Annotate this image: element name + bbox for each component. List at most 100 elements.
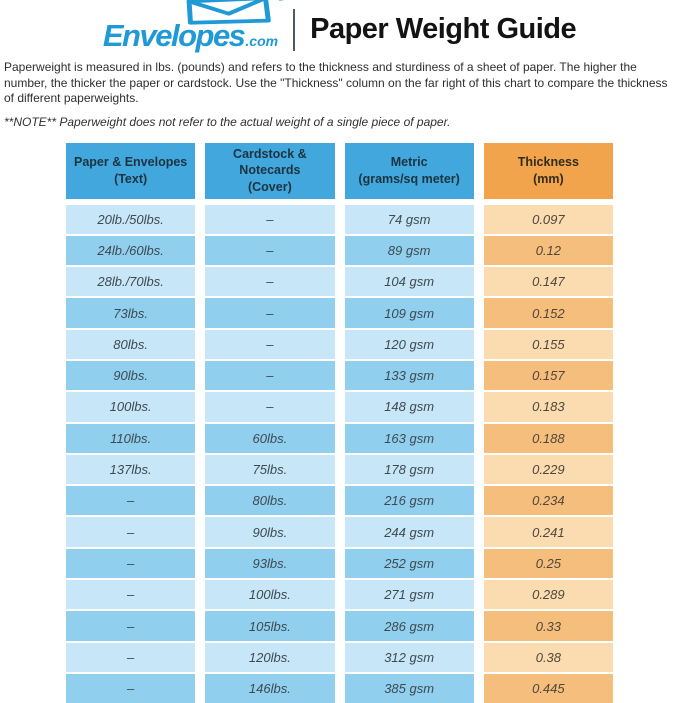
table-cell: 0.33: [484, 611, 613, 640]
table-cell: 104 gsm: [345, 267, 474, 296]
table-row: –90lbs. 244 gsm 0.241: [66, 517, 613, 546]
table-cell: 80lbs.: [205, 486, 334, 515]
table-cell: 0.097: [484, 205, 613, 234]
table-cell: 216 gsm: [345, 486, 474, 515]
paper-weight-table: Paper & Envelopes(Text)Cardstock & Notec…: [66, 143, 613, 703]
table-cell: 244 gsm: [345, 517, 474, 546]
table-cell: 0.445: [484, 674, 613, 703]
table-row: 24lb./60lbs.–89 gsm 0.12: [66, 236, 613, 265]
table-cell: 100lbs.: [205, 580, 334, 609]
table-cell: 28lb./70lbs.: [66, 267, 195, 296]
column-header-sublabel: (Cover): [248, 179, 292, 196]
table-row: –93lbs. 252 gsm 0.25: [66, 549, 613, 578]
table-cell: 0.234: [484, 486, 613, 515]
envelope-icon: [182, 0, 274, 26]
table-cell: –: [205, 392, 334, 421]
table-cell: –: [205, 267, 334, 296]
table-row: –146lbs. 385 gsm 0.445: [66, 674, 613, 703]
intro-paragraph: Paperweight is measured in lbs. (pounds)…: [4, 60, 676, 107]
table-cell: 74 gsm: [345, 205, 474, 234]
table-cell: 178 gsm: [345, 455, 474, 484]
table-row: 110lbs. 60lbs. 163 gsm 0.188: [66, 424, 613, 453]
table-row: –100lbs. 271 gsm 0.289: [66, 580, 613, 609]
table-cell: 0.241: [484, 517, 613, 546]
table-cell: –: [66, 611, 195, 640]
column-header-label: Thickness: [518, 154, 579, 171]
table-cell: –: [205, 361, 334, 390]
table-cell: 312 gsm: [345, 643, 474, 672]
column-header-sublabel: (mm): [533, 171, 564, 188]
table-cell: 146lbs.: [205, 674, 334, 703]
table-row: 73lbs.–109 gsm 0.152: [66, 298, 613, 327]
table-cell: 100lbs.: [66, 392, 195, 421]
column-header-label: Metric: [391, 154, 428, 171]
table-cell: 163 gsm: [345, 424, 474, 453]
table-cell: 286 gsm: [345, 611, 474, 640]
column-header-2: Cardstock & Notecards(Cover): [205, 143, 334, 199]
table-cell: 89 gsm: [345, 236, 474, 265]
column-header-label: Cardstock & Notecards: [205, 146, 334, 179]
column-header-1: Paper & Envelopes(Text): [66, 143, 195, 199]
table-cell: –: [205, 205, 334, 234]
table-row: 90lbs.–133 gsm 0.157: [66, 361, 613, 390]
table-cell: 73lbs.: [66, 298, 195, 327]
table-row: 100lbs.–148 gsm 0.183: [66, 392, 613, 421]
column-header-sublabel: (Text): [114, 171, 147, 188]
table-cell: 60lbs.: [205, 424, 334, 453]
table-cell: 0.289: [484, 580, 613, 609]
column-header-3: Metric(grams/sq meter): [345, 143, 474, 199]
table-cell: 90lbs.: [66, 361, 195, 390]
table-row: –105lbs. 286 gsm 0.33: [66, 611, 613, 640]
table-cell: 120lbs.: [205, 643, 334, 672]
table-cell: 271 gsm: [345, 580, 474, 609]
table-cell: 0.183: [484, 392, 613, 421]
table-cell: 110lbs.: [66, 424, 195, 453]
table-cell: –: [66, 486, 195, 515]
page-header: ® Envelopes.com Paper Weight Guide: [0, 0, 679, 52]
table-cell: 90lbs.: [205, 517, 334, 546]
envelopes-logo: ® Envelopes.com: [103, 5, 278, 54]
table-cell: 24lb./60lbs.: [66, 236, 195, 265]
table-row: –120lbs. 312 gsm 0.38: [66, 643, 613, 672]
table-cell: –: [205, 298, 334, 327]
table-cell: 385 gsm: [345, 674, 474, 703]
registered-mark: ®: [277, 0, 284, 3]
table-cell: 0.155: [484, 330, 613, 359]
column-header-4: Thickness(mm): [484, 143, 613, 199]
table-cell: –: [205, 236, 334, 265]
table-row: 20lb./50lbs.–74 gsm 0.097: [66, 205, 613, 234]
intro-section: Paperweight is measured in lbs. (pounds)…: [0, 52, 679, 129]
header-divider: [293, 9, 295, 51]
table-cell: 75lbs.: [205, 455, 334, 484]
table-cell: 0.157: [484, 361, 613, 390]
table-cell: 148 gsm: [345, 392, 474, 421]
table-cell: 0.147: [484, 267, 613, 296]
table-row: –80lbs. 216 gsm 0.234: [66, 486, 613, 515]
table-cell: –: [66, 674, 195, 703]
table-cell: –: [66, 580, 195, 609]
table-cell: –: [66, 643, 195, 672]
logo-tld: .com: [245, 33, 278, 49]
table-cell: 20lb./50lbs.: [66, 205, 195, 234]
table-cell: –: [66, 549, 195, 578]
table-row: 28lb./70lbs.–104 gsm 0.147: [66, 267, 613, 296]
table-cell: 137lbs.: [66, 455, 195, 484]
table-cell: 252 gsm: [345, 549, 474, 578]
table-cell: 0.12: [484, 236, 613, 265]
table-cell: 0.188: [484, 424, 613, 453]
table-cell: 109 gsm: [345, 298, 474, 327]
table-cell: 93lbs.: [205, 549, 334, 578]
column-header-label: Paper & Envelopes: [74, 154, 187, 171]
column-header-sublabel: (grams/sq meter): [358, 171, 459, 188]
table-cell: 0.38: [484, 643, 613, 672]
intro-note: **NOTE** Paperweight does not refer to t…: [4, 115, 675, 129]
table-cell: 80lbs.: [66, 330, 195, 359]
table-cell: 0.25: [484, 549, 613, 578]
table-cell: –: [66, 517, 195, 546]
table-cell: 0.229: [484, 455, 613, 484]
table-cell: 133 gsm: [345, 361, 474, 390]
table-cell: 0.152: [484, 298, 613, 327]
table-cell: 105lbs.: [205, 611, 334, 640]
